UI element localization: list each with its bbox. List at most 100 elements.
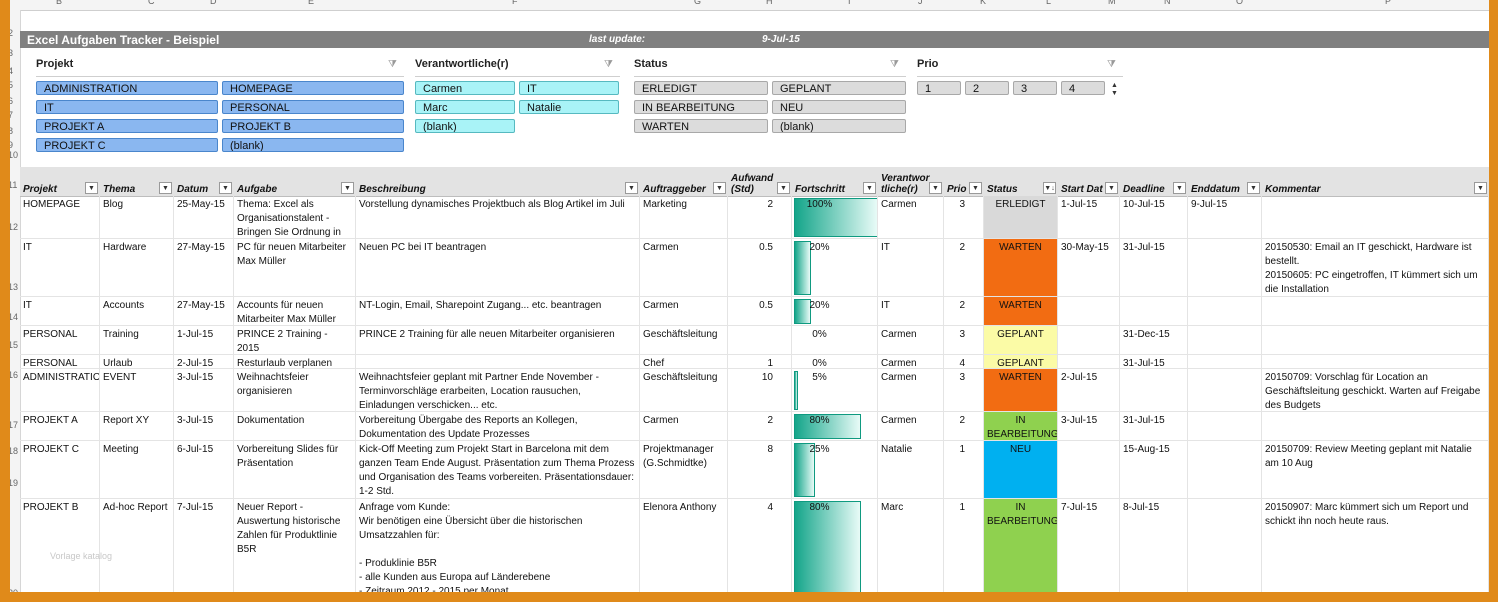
column-letter[interactable]: C (148, 0, 155, 6)
table-cell[interactable]: 2 (944, 239, 984, 297)
table-cell[interactable] (1120, 297, 1188, 326)
table-cell[interactable] (1188, 441, 1262, 499)
table-cell[interactable]: Blog (100, 196, 174, 239)
table-cell[interactable]: 2 (728, 196, 792, 239)
table-cell[interactable]: 1-Jul-15 (174, 326, 234, 355)
table-cell[interactable]: PERSONAL (20, 326, 100, 355)
filter-dropdown-icon[interactable]: ▼ (625, 182, 638, 194)
table-cell[interactable]: IT (878, 239, 944, 297)
slicer-item-projekt[interactable]: PERSONAL (222, 100, 404, 114)
column-letter[interactable]: P (1385, 0, 1392, 6)
table-cell[interactable] (1058, 355, 1120, 369)
table-cell[interactable] (1262, 297, 1489, 326)
table-cell[interactable]: Weihnachtsfeier geplant mit Partner Ende… (356, 369, 640, 412)
table-cell[interactable]: PROJEKT C (20, 441, 100, 499)
column-letter[interactable]: O (1236, 0, 1244, 6)
column-letter[interactable]: D (210, 0, 217, 6)
table-cell[interactable]: 2 (944, 297, 984, 326)
column-letter[interactable]: H (766, 0, 773, 6)
table-cell[interactable]: EVENT (100, 369, 174, 412)
table-cell[interactable]: Carmen (878, 412, 944, 441)
table-cell[interactable]: 1 (944, 441, 984, 499)
filter-dropdown-icon[interactable]: ▼ (219, 182, 232, 194)
status-cell[interactable]: GEPLANT (984, 326, 1058, 355)
table-cell[interactable]: Marketing (640, 196, 728, 239)
status-cell[interactable]: IN BEARBEITUNG (984, 499, 1058, 592)
table-cell[interactable]: 8 (728, 441, 792, 499)
table-cell[interactable]: 3-Jul-15 (174, 369, 234, 412)
table-cell[interactable]: 7-Jul-15 (174, 499, 234, 592)
filter-dropdown-icon[interactable]: ▼ (341, 182, 354, 194)
table-cell[interactable]: 3 (944, 369, 984, 412)
filter-dropdown-icon[interactable]: ▼ (85, 182, 98, 194)
table-cell[interactable]: PRINCE 2 Training für alle neuen Mitarbe… (356, 326, 640, 355)
row-number[interactable]: 11 (10, 180, 18, 190)
table-cell[interactable]: 20150907: Marc kümmert sich um Report un… (1262, 499, 1489, 592)
table-cell[interactable]: 8-Jul-15 (1120, 499, 1188, 592)
slicer-scroll-arrows[interactable]: ▲ ▼ (1111, 82, 1118, 97)
table-cell[interactable]: 3-Jul-15 (174, 412, 234, 441)
table-cell[interactable]: Accounts für neuen Mitarbeiter Max Mülle… (234, 297, 356, 326)
table-cell[interactable]: Ad-hoc Report (100, 499, 174, 592)
table-cell[interactable]: Chef (640, 355, 728, 369)
progress-cell[interactable]: 0% (792, 326, 878, 355)
progress-cell[interactable]: 25% (792, 441, 878, 499)
table-cell[interactable]: PRINCE 2 Training - 2015 (234, 326, 356, 355)
status-cell[interactable]: NEU (984, 441, 1058, 499)
progress-cell[interactable]: 20% (792, 297, 878, 326)
clear-filter-icon[interactable]: ⧩ (1107, 59, 1116, 70)
table-cell[interactable]: Anfrage vom Kunde: Wir benötigen eine Übe… (356, 499, 640, 592)
row-number[interactable]: 19 (10, 478, 19, 488)
slicer-item-status[interactable]: NEU (772, 100, 906, 114)
table-cell[interactable]: Carmen (878, 196, 944, 239)
table-cell[interactable] (728, 326, 792, 355)
status-cell[interactable]: WARTEN (984, 369, 1058, 412)
row-number[interactable]: 3 (10, 48, 14, 58)
table-cell[interactable]: 4 (728, 499, 792, 592)
table-cell[interactable]: 31-Jul-15 (1120, 412, 1188, 441)
column-letter[interactable]: B (56, 0, 63, 6)
column-letter[interactable]: F (512, 0, 518, 6)
filter-dropdown-icon[interactable]: ▼↓ (1043, 182, 1056, 194)
table-cell[interactable]: Carmen (878, 355, 944, 369)
filter-dropdown-icon[interactable]: ▼ (1105, 182, 1118, 194)
filter-dropdown-icon[interactable]: ▼ (863, 182, 876, 194)
table-cell[interactable]: Kick-Off Meeting zum Projekt Start in Ba… (356, 441, 640, 499)
table-cell[interactable] (356, 355, 640, 369)
table-cell[interactable]: PROJEKT A (20, 412, 100, 441)
row-number[interactable]: 5 (10, 80, 14, 90)
row-number[interactable]: 4 (10, 66, 14, 76)
clear-filter-icon[interactable]: ⧩ (604, 59, 613, 70)
table-cell[interactable]: PROJEKT B (20, 499, 100, 592)
slicer-item-status[interactable]: WARTEN (634, 119, 768, 133)
table-cell[interactable]: Vorbereitung Slides für Präsentation (234, 441, 356, 499)
table-cell[interactable] (1188, 239, 1262, 297)
column-letter[interactable]: L (1046, 0, 1052, 6)
table-cell[interactable]: 3 (944, 326, 984, 355)
progress-cell[interactable]: 0% (792, 355, 878, 369)
slicer-item-projekt[interactable]: PROJEKT C (36, 138, 218, 152)
row-number[interactable]: 17 (10, 420, 19, 430)
slicer-item-verantwortliche[interactable]: IT (519, 81, 619, 95)
table-cell[interactable]: 3 (944, 196, 984, 239)
slicer-item-prio[interactable]: 4 (1061, 81, 1105, 95)
table-cell[interactable]: Vorbereitung Übergabe des Reports an Kol… (356, 412, 640, 441)
table-cell[interactable]: Carmen (640, 297, 728, 326)
slicer-item-prio[interactable]: 2 (965, 81, 1009, 95)
table-cell[interactable]: Projektmanager (G.Schmidtke) (640, 441, 728, 499)
table-cell[interactable]: 2 (944, 412, 984, 441)
slicer-item-projekt[interactable]: ADMINISTRATION (36, 81, 218, 95)
row-number[interactable]: 8 (10, 126, 14, 136)
row-number[interactable]: 9 (10, 140, 14, 150)
slicer-item-status[interactable]: ERLEDIGT (634, 81, 768, 95)
row-number[interactable]: 13 (10, 282, 19, 292)
table-cell[interactable]: IT (20, 297, 100, 326)
slicer-item-verantwortliche[interactable]: Marc (415, 100, 515, 114)
table-cell[interactable] (1262, 355, 1489, 369)
table-cell[interactable]: 2-Jul-15 (1058, 369, 1120, 412)
row-number[interactable]: 10 (10, 150, 19, 160)
status-cell[interactable]: WARTEN (984, 297, 1058, 326)
progress-cell[interactable]: 80% (792, 499, 878, 592)
filter-dropdown-icon[interactable]: ▼ (969, 182, 982, 194)
row-number[interactable]: 2 (10, 28, 14, 38)
